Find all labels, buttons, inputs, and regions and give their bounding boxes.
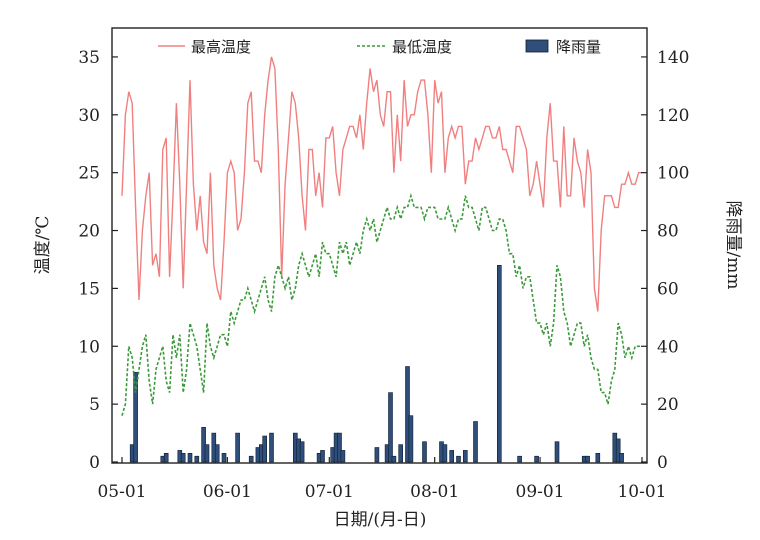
x-axis-label: 日期/(月-日) [334,510,427,530]
x-tick-label: 06-01 [203,482,252,502]
left-tick-label: 30 [78,106,100,126]
rain-bar [405,366,410,463]
right-axis-ticks: 0 20 40 60 80 100 120 140 [641,48,689,473]
rain-bar [496,264,502,463]
rain-bar [408,415,414,463]
left-tick-label: 20 [78,222,100,242]
left-axis-ticks: 0 5 10 15 20 25 30 35 [78,48,118,473]
rain-bar [337,432,342,463]
rain-bar [235,432,240,463]
rain-bars [129,264,624,463]
rain-bar [517,455,522,463]
max-temp-line [121,56,642,312]
rain-bar [374,447,380,463]
rain-bar [398,444,404,463]
rain-bar [262,435,268,463]
rain-bar [187,452,193,463]
right-axis-label: 降雨量/mm [723,201,743,290]
right-tick-label: 100 [657,164,689,184]
rain-bar [456,455,461,463]
rain-bar [214,444,220,463]
rain-bar [133,371,138,463]
left-axis-label: 温度/℃ [33,216,53,275]
rain-bar [388,392,393,463]
rain-bar [534,455,539,463]
right-tick-label: 140 [657,48,689,68]
legend-label-max-temp: 最高温度 [191,38,251,56]
legend-label-rain: 降雨量 [556,38,601,56]
rain-bar [269,432,274,463]
x-axis-ticks: 05-01 06-01 07-01 08-01 09-01 10-01 [97,457,667,502]
right-tick-label: 40 [657,337,679,357]
rain-bar [391,455,397,463]
right-tick-label: 20 [657,395,679,415]
x-tick-label: 09-01 [516,482,565,502]
rain-bar [442,444,448,463]
rain-bar [462,450,468,463]
rain-bar [163,452,169,463]
plot-frame [111,27,648,464]
rain-bar [320,450,325,463]
x-tick-label: 10-01 [617,482,666,502]
left-tick-label: 0 [89,453,100,473]
legend: 最高温度 最低温度 降雨量 [158,38,601,56]
rain-bar [340,450,346,463]
left-tick-label: 5 [89,395,100,415]
x-tick-label: 08-01 [410,482,459,502]
right-tick-label: 80 [657,222,679,242]
rain-bar [449,450,455,463]
left-tick-label: 25 [78,164,100,184]
rain-bar [221,452,227,463]
right-tick-label: 60 [657,279,679,299]
rain-bar [194,455,200,463]
rain-bar [554,441,560,463]
right-tick-label: 0 [657,453,668,473]
min-temp-line [121,192,642,416]
left-tick-label: 35 [78,48,100,68]
right-tick-label: 120 [657,106,689,126]
rain-bar [595,452,601,463]
legend-label-min-temp: 最低温度 [392,38,452,56]
left-tick-label: 10 [78,337,100,357]
rain-bar [473,421,478,463]
left-tick-label: 15 [78,279,100,299]
x-tick-label: 07-01 [305,482,354,502]
x-tick-label: 05-01 [97,482,146,502]
rain-bar [422,441,427,463]
rain-bar [248,455,254,463]
rain-bar [204,444,210,463]
rain-bar [619,452,624,463]
rain-bar [299,441,305,463]
rain-bar [615,438,621,463]
legend-swatch-rain [525,39,549,53]
rain-bar [585,455,590,463]
rain-bar [180,452,186,463]
